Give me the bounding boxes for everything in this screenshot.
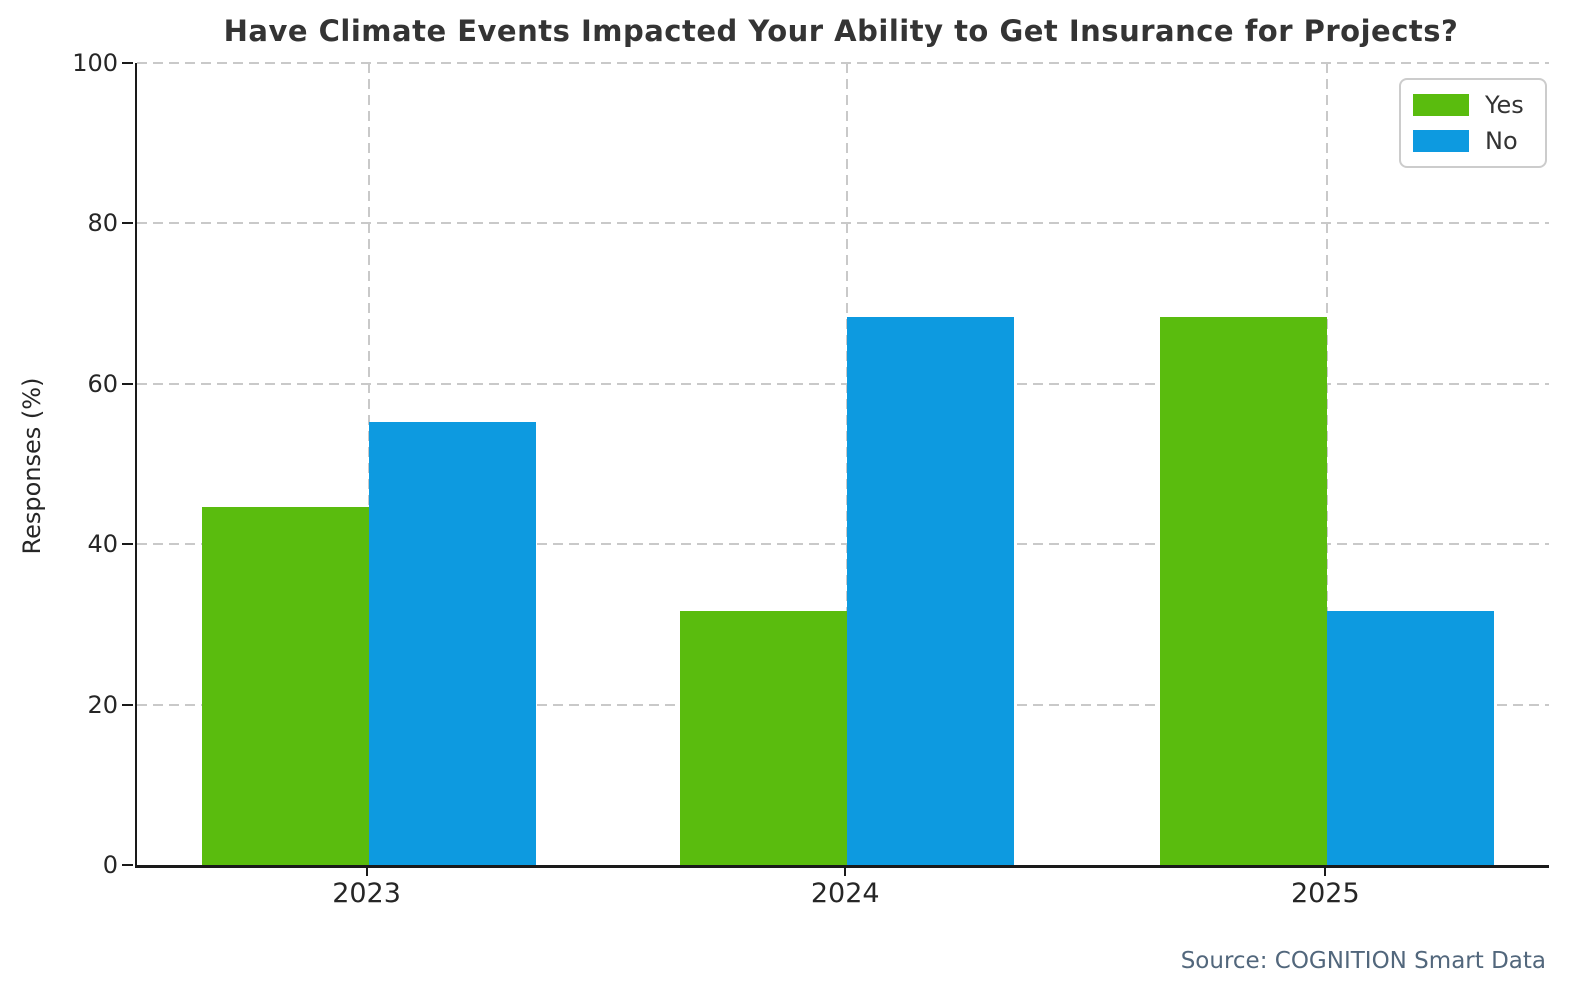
x-tick-mark	[365, 866, 368, 876]
plot-area	[135, 62, 1549, 868]
y-tick-label-20: 20	[87, 690, 118, 719]
y-tick-mark	[122, 62, 133, 64]
gridline-y-100	[137, 62, 1549, 64]
bar-no-2023	[368, 421, 536, 865]
legend-swatch-no	[1413, 129, 1469, 152]
y-tick-mark	[122, 382, 133, 385]
legend: Yes No	[1399, 78, 1547, 168]
bar-no-2024	[847, 317, 1015, 865]
y-tick-mark	[122, 703, 133, 706]
bar-no-2025	[1327, 610, 1495, 865]
y-tick-mark	[122, 543, 133, 546]
legend-label-no: No	[1485, 126, 1518, 155]
legend-item-yes: Yes	[1413, 91, 1533, 119]
gridline-y-60	[137, 382, 1549, 385]
x-tick-label-2025: 2025	[1290, 878, 1360, 909]
x-tick-label-2024: 2024	[810, 878, 880, 909]
y-tick-mark	[122, 864, 133, 866]
y-tick-label-100: 100	[72, 49, 118, 77]
legend-label-yes: Yes	[1485, 91, 1524, 120]
y-axis-label: Responses (%)	[18, 377, 46, 555]
y-tick-label-40: 40	[87, 530, 118, 559]
x-tick-mark	[844, 866, 847, 876]
x-tick-mark	[1324, 866, 1327, 876]
y-tick-label-0: 0	[102, 851, 118, 879]
bar-yes-2025	[1160, 317, 1328, 865]
legend-item-no: No	[1413, 127, 1533, 155]
source-note: Source: COGNITION Smart Data	[1180, 948, 1546, 974]
y-tick-mark	[122, 222, 133, 225]
bar-yes-2024	[680, 610, 848, 865]
y-tick-label-60: 60	[87, 369, 118, 398]
y-tick-label-80: 80	[87, 209, 118, 238]
x-tick-label-2023: 2023	[332, 878, 401, 909]
chart-title: Have Climate Events Impacted Your Abilit…	[223, 14, 1459, 48]
bar-yes-2023	[201, 506, 369, 865]
legend-swatch-yes	[1413, 94, 1469, 117]
gridline-y-80	[137, 222, 1549, 225]
